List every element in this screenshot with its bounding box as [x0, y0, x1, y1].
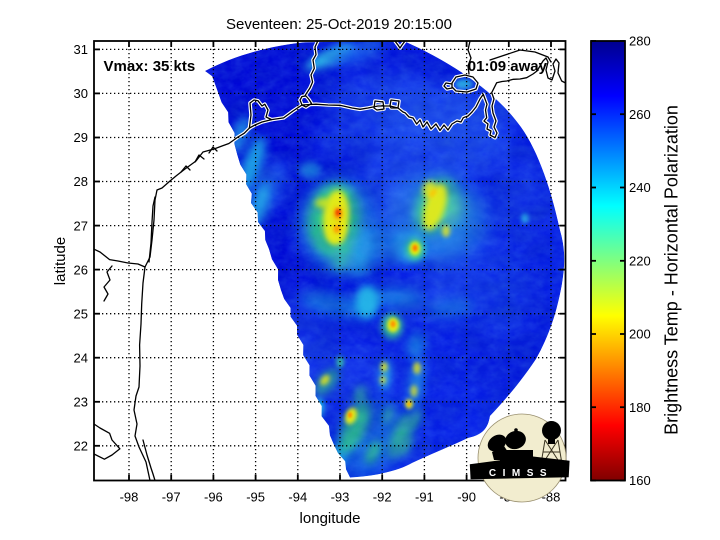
svg-text:longitude: longitude — [300, 510, 361, 527]
svg-text:280: 280 — [629, 34, 651, 49]
svg-text:31: 31 — [74, 42, 88, 57]
svg-text:200: 200 — [629, 327, 651, 342]
svg-text:-95: -95 — [246, 490, 265, 505]
svg-text:23: 23 — [74, 395, 88, 410]
svg-text:Brightness Temp - Horizontal P: Brightness Temp - Horizontal Polarizatio… — [662, 105, 682, 435]
svg-text:27: 27 — [74, 218, 88, 233]
svg-text:Seventeen: 25-Oct-2019 20:15:0: Seventeen: 25-Oct-2019 20:15:00 — [226, 16, 452, 33]
svg-text:25: 25 — [74, 306, 88, 321]
svg-text:-98: -98 — [120, 490, 139, 505]
svg-text:240: 240 — [629, 180, 651, 195]
svg-text:-91: -91 — [415, 490, 434, 505]
svg-text:latitude: latitude — [52, 237, 69, 285]
svg-text:-90: -90 — [457, 490, 476, 505]
svg-text:-97: -97 — [162, 490, 181, 505]
svg-text:22: 22 — [74, 439, 88, 454]
svg-text:28: 28 — [74, 174, 88, 189]
svg-text:220: 220 — [629, 253, 651, 268]
svg-text:29: 29 — [74, 130, 88, 145]
svg-text:CIMSS: CIMSS — [489, 468, 553, 479]
svg-text:-94: -94 — [288, 490, 307, 505]
svg-text:-93: -93 — [331, 490, 350, 505]
svg-text:160: 160 — [629, 473, 651, 488]
svg-text:24: 24 — [74, 350, 88, 365]
svg-text:180: 180 — [629, 400, 651, 415]
svg-text:-96: -96 — [204, 490, 223, 505]
svg-text:260: 260 — [629, 107, 651, 122]
svg-text:30: 30 — [74, 86, 88, 101]
svg-text:Vmax: 35 kts: Vmax: 35 kts — [104, 58, 196, 75]
svg-text:-92: -92 — [373, 490, 392, 505]
svg-text:26: 26 — [74, 262, 88, 277]
svg-text:01:09 away: 01:09 away — [468, 58, 548, 75]
